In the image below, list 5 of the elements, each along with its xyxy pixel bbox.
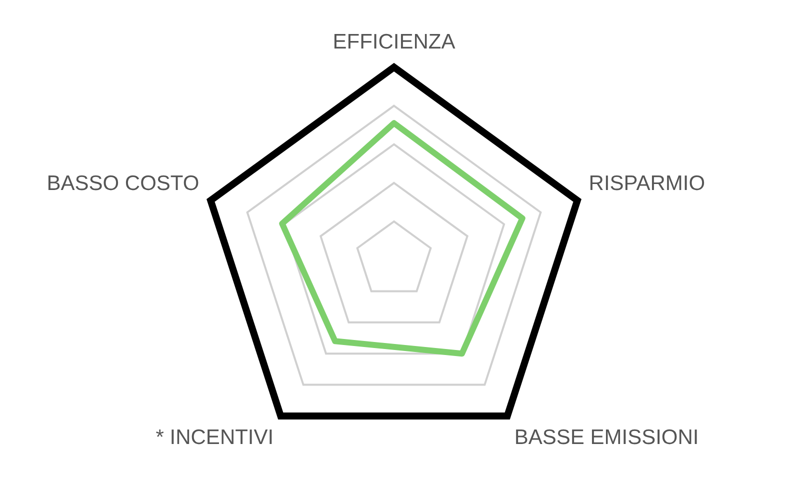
spoke-label: * INCENTIVI	[156, 426, 274, 450]
spoke-label: EFFICIENZA	[332, 30, 456, 54]
spoke-label: BASSO COSTO	[46, 172, 200, 195]
spoke-label: BASSE EMISSIONI	[514, 426, 699, 450]
spoke-label: RISPARMIO	[588, 172, 706, 195]
